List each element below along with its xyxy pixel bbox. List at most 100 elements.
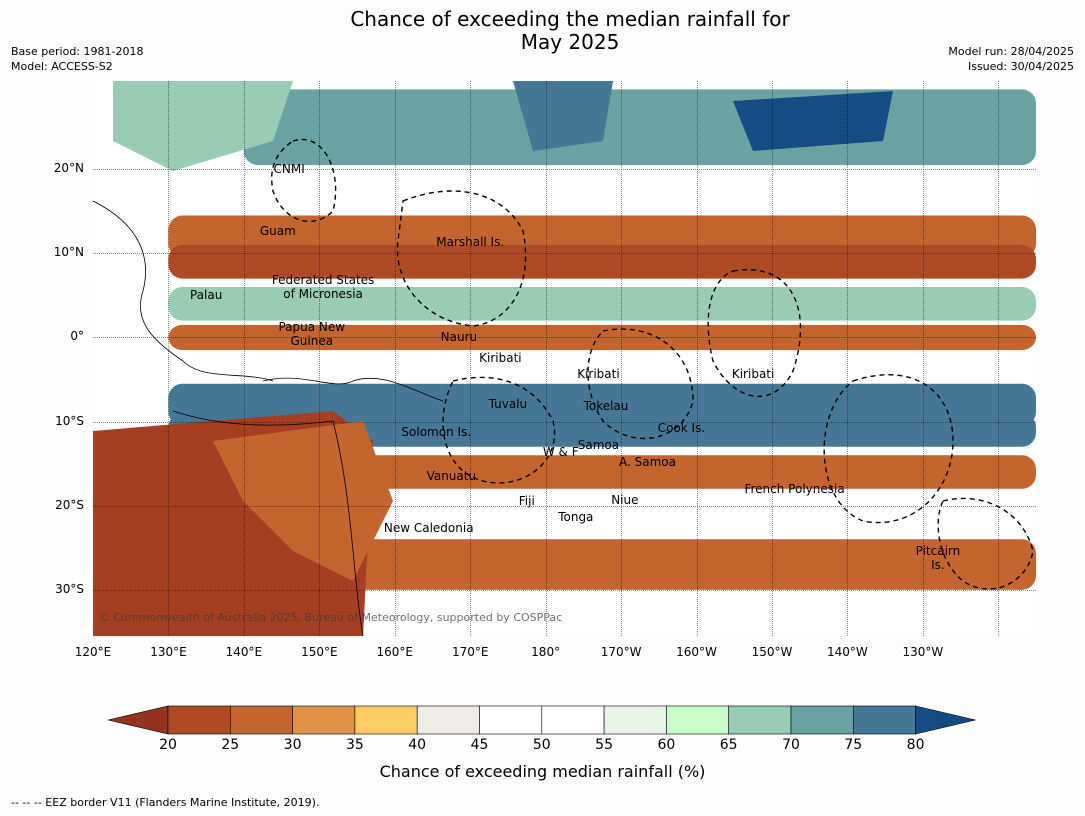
north-wet-area-1: [113, 81, 293, 171]
region-label: Nauru: [440, 330, 478, 345]
meta-left: Base period: 1981-2018 Model: ACCESS-S2: [11, 44, 143, 74]
probability-band-lat_20S: [319, 488, 1036, 523]
region-label: Solomon Is.: [401, 424, 472, 439]
gridline-lat: [93, 589, 1036, 591]
colorbar-segment: [354, 705, 418, 735]
probability-band-lat_16S: [168, 455, 1036, 489]
colorbar-tick-label: 20: [159, 737, 177, 753]
gridline-lon: [696, 81, 698, 636]
lon-tick-label: 170°W: [600, 645, 642, 659]
australia-dry-area-2: [213, 421, 393, 581]
lon-tick-label: 150°W: [751, 645, 793, 659]
colorbar-segment: [666, 705, 730, 735]
colorbar-tick-label: 75: [844, 737, 863, 753]
region-label: Guam: [259, 223, 296, 238]
gridline-lon: [922, 81, 924, 636]
coastline-philippines: [93, 200, 274, 382]
gridline-lat: [93, 421, 1036, 423]
lat-tick-label: 10°N: [53, 245, 84, 260]
gridline-lon: [771, 81, 773, 636]
lon-tick-label: 170°E: [451, 645, 489, 659]
lon-tick-label: 140°E: [225, 645, 263, 659]
colorbar-tick-label: 40: [408, 737, 427, 753]
region-label: Palau: [189, 288, 223, 303]
colorbar-tick-label: 45: [470, 737, 489, 753]
gridline-lat: [93, 169, 1036, 171]
gridline-lat: [93, 253, 1036, 255]
lon-tick-label: 130°E: [150, 645, 187, 659]
colorbar-tick-label: 80: [906, 737, 925, 753]
chart-title: Chance of exceeding the median rainfall …: [0, 8, 1085, 54]
colorbar-segment: [167, 705, 231, 735]
colorbar-segment: [541, 705, 605, 735]
model-text: Model: ACCESS-S2: [11, 60, 113, 73]
region-label: Niue: [611, 492, 639, 507]
region-label: Kiribati: [479, 350, 522, 365]
eez-solomon: [442, 376, 556, 484]
probability-band-lat_0: [168, 324, 1036, 351]
colorbar-segment: [479, 705, 543, 735]
lat-tick-label: 20°S: [55, 497, 84, 512]
lon-tick-label: 130°W: [902, 645, 944, 659]
chart-title-line-1: Chance of exceeding the median rainfall …: [350, 7, 790, 31]
colorbar-extend-low: [108, 705, 169, 735]
chart-title-line-2: May 2025: [520, 30, 620, 54]
gridline-lon: [545, 81, 547, 636]
gridline-lon: [847, 81, 849, 636]
footer-note: -- -- -- EEZ border V11 (Flanders Marine…: [11, 796, 320, 809]
north-wet-area-2: [513, 81, 613, 151]
eez-kiribati-central: [587, 328, 694, 440]
region-label: Tokelau: [583, 399, 629, 414]
gridline-lat: [93, 337, 1036, 339]
region-label: Cook Is.: [657, 421, 706, 436]
north-wet-area-3: [733, 91, 893, 151]
colorbar-segment: [416, 705, 480, 735]
colorbar-tick-label: 70: [782, 737, 800, 753]
base-period-text: Base period: 1981-2018: [11, 45, 144, 58]
colorbar-extend-high: [915, 705, 976, 735]
gridline-lon: [319, 81, 321, 636]
region-label: Vanuatu: [426, 469, 477, 484]
colorbar-segment: [790, 705, 854, 735]
region-label: Samoa: [577, 438, 620, 453]
lon-tick-label: 150°E: [301, 645, 338, 659]
colorbar-segment: [852, 705, 916, 735]
lat-tick-label: 30°S: [55, 581, 84, 596]
lat-tick-label: 0°: [70, 329, 84, 344]
meta-right: Model run: 28/04/2025 Issued: 30/04/2025: [948, 44, 1074, 74]
colorbar-segment: [603, 705, 667, 735]
gridline-lon: [470, 81, 472, 636]
colorbar-tick-label: 25: [221, 737, 240, 753]
issued-text: Issued: 30/04/2025: [967, 60, 1074, 73]
gridline-lon: [168, 81, 170, 636]
gridline-lon: [621, 81, 623, 636]
lon-tick-label: 120°E: [74, 645, 112, 659]
probability-band-lat_4N: [168, 287, 1036, 321]
lat-tick-label: 10°S: [55, 413, 84, 428]
region-label: Federated States of Micronesia: [271, 273, 375, 302]
model-run-text: Model run: 28/04/2025: [948, 45, 1074, 58]
gridline-lon: [394, 81, 396, 636]
colorbar-tick-label: 55: [595, 737, 614, 753]
probability-band-lat_11S: [168, 413, 1036, 447]
copyright-note: © Commonwealth of Australia 2025, Bureau…: [99, 611, 563, 624]
lat-tick-label: 20°N: [53, 161, 84, 176]
colorbar-tick-label: 50: [532, 737, 551, 753]
region-label: A. Samoa: [618, 454, 676, 469]
colorbar-segment: [292, 705, 356, 735]
coastline-australia: [172, 410, 364, 636]
region-label: French Polynesia: [744, 481, 845, 496]
probability-band-lat_27S: [319, 539, 1036, 590]
rainfall-map: CNMI Guam Marshall Is. Federated States of …: [93, 81, 1036, 636]
region-label: New Caledonia: [383, 521, 474, 536]
coastline-new-guinea: [262, 377, 444, 402]
region-label: Kiribati: [577, 366, 620, 381]
region-label: CNMI: [273, 162, 305, 177]
eez-french-polynesia: [823, 374, 954, 524]
region-label: Marshall Is.: [436, 235, 505, 250]
colorbar-title: Chance of exceeding median rainfall (%): [379, 762, 706, 781]
region-label: Papua New Guinea: [278, 320, 346, 349]
eez-cnmi: [271, 138, 337, 222]
lon-tick-label: 140°W: [827, 645, 868, 659]
colorbar: [108, 705, 976, 735]
